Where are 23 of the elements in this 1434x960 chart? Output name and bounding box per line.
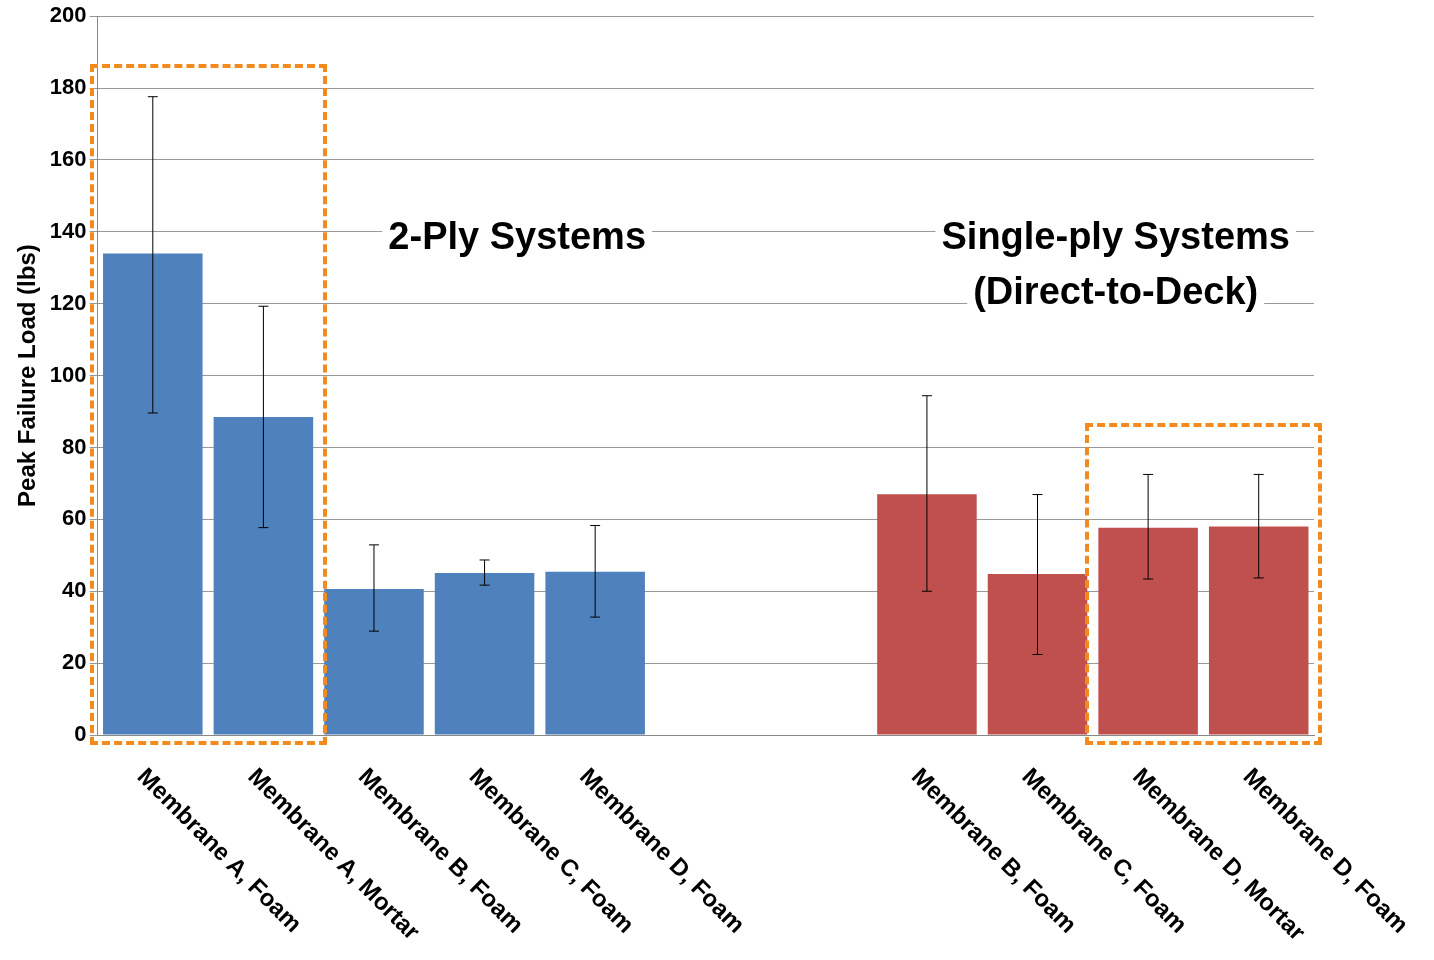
y-axis-title: Peak Failure Load (lbs) — [13, 244, 41, 507]
bar — [213, 416, 314, 735]
y-tick-label: 180 — [49, 74, 87, 100]
bar — [545, 571, 645, 735]
y-tick-label: 20 — [62, 649, 87, 675]
y-tick-label: 160 — [49, 146, 87, 172]
bar — [434, 572, 535, 735]
y-tick-label: 40 — [62, 577, 87, 603]
bar — [877, 494, 977, 735]
annotation: Single-ply Systems (Direct-to-Deck) — [941, 214, 1290, 312]
y-tick-label: 140 — [49, 217, 87, 243]
y-tick-label: 120 — [49, 289, 87, 315]
bar — [1098, 527, 1198, 735]
y-tick-label: 0 — [74, 721, 87, 747]
bar — [324, 589, 424, 735]
y-tick-label: 80 — [62, 433, 87, 459]
bar — [987, 573, 1088, 735]
y-tick-label: 60 — [62, 505, 87, 531]
y-tick-label: 200 — [49, 2, 87, 28]
annotation: 2-Ply Systems — [388, 214, 647, 257]
bar — [1208, 526, 1309, 735]
bar — [103, 253, 203, 735]
y-tick-label: 100 — [49, 361, 87, 387]
